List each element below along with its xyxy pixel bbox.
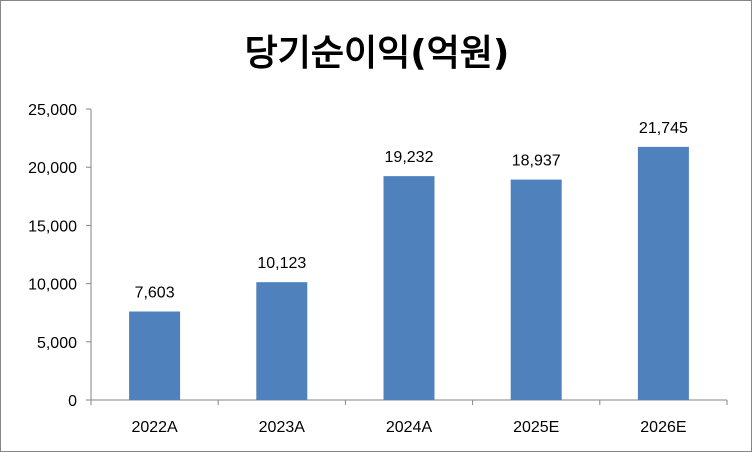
y-axis-ticks: 0 5,000 10,000 15,000 20,000 25,000 bbox=[28, 102, 91, 410]
y-tick-label: 0 bbox=[68, 393, 77, 410]
y-tick-label: 5,000 bbox=[37, 335, 77, 352]
x-tick-label: 2026E bbox=[640, 419, 686, 436]
x-tick-label: 2024A bbox=[386, 419, 433, 436]
bar-series bbox=[129, 146, 689, 400]
data-label: 18,937 bbox=[512, 153, 561, 170]
y-tick-label: 10,000 bbox=[28, 277, 77, 294]
y-tick-label: 20,000 bbox=[28, 160, 77, 177]
bar-2025E bbox=[510, 179, 562, 400]
data-labels: 7,603 10,123 19,232 18,937 21,745 bbox=[135, 120, 688, 302]
y-tick-label: 25,000 bbox=[28, 102, 77, 119]
bar-2026E bbox=[637, 146, 689, 400]
data-label: 7,603 bbox=[135, 285, 175, 302]
data-label: 19,232 bbox=[385, 149, 434, 166]
chart-title: 당기순이익(억원) bbox=[245, 33, 510, 74]
bar-2023A bbox=[256, 282, 308, 400]
x-tick-label: 2023A bbox=[259, 419, 306, 436]
x-axis-ticks: 2022A 2023A 2024A 2025E 2026E bbox=[90, 400, 728, 436]
bar-2022A bbox=[129, 311, 181, 400]
bar-2024A bbox=[383, 176, 435, 400]
data-label: 21,745 bbox=[639, 120, 688, 137]
x-tick-label: 2025E bbox=[513, 419, 559, 436]
data-label: 10,123 bbox=[257, 255, 306, 272]
x-tick-label: 2022A bbox=[131, 419, 178, 436]
y-tick-label: 15,000 bbox=[28, 218, 77, 235]
